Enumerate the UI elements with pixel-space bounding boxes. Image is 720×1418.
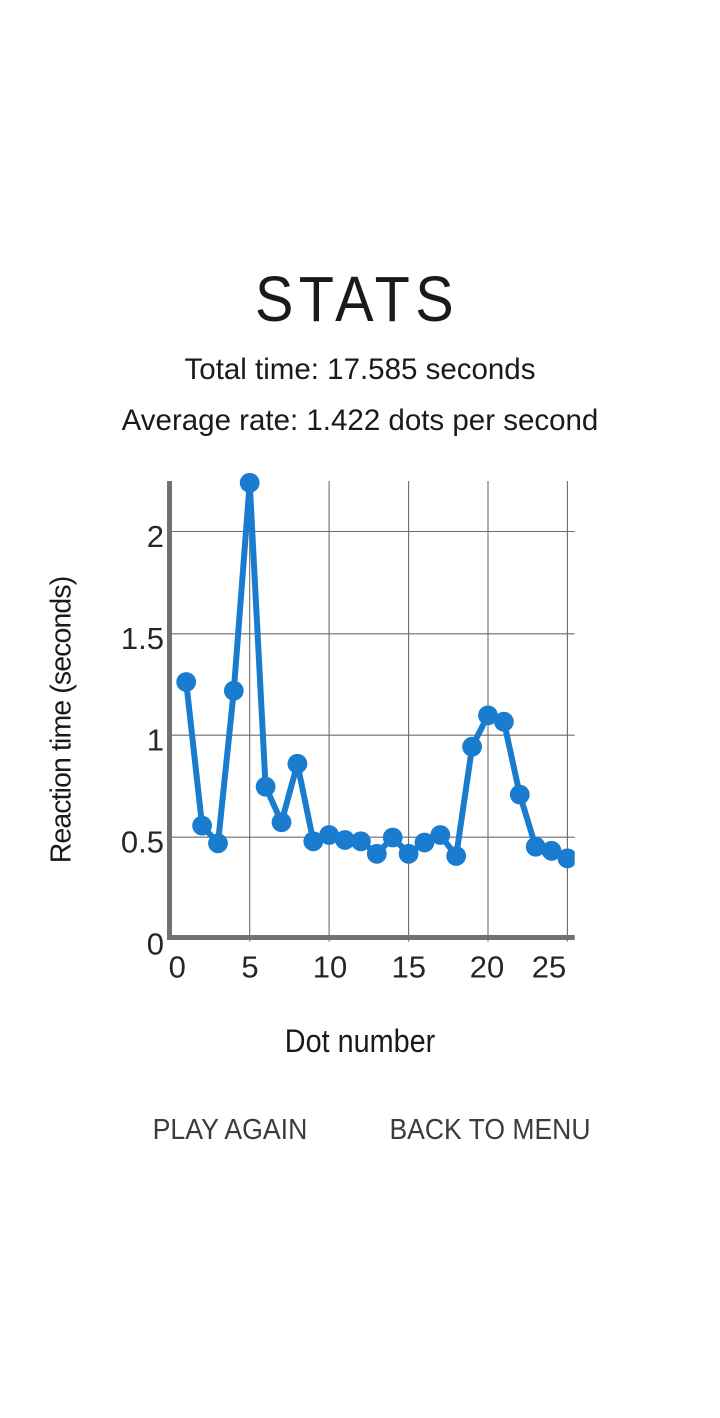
svg-text:10: 10 [313, 950, 347, 985]
svg-text:15: 15 [392, 950, 426, 985]
svg-text:1: 1 [147, 723, 164, 758]
svg-text:25: 25 [532, 950, 566, 985]
svg-text:0.5: 0.5 [121, 825, 164, 860]
svg-text:5: 5 [241, 950, 258, 985]
svg-text:0: 0 [147, 926, 164, 961]
svg-text:0: 0 [169, 950, 186, 985]
svg-text:2: 2 [147, 519, 164, 554]
svg-text:20: 20 [470, 950, 504, 985]
svg-text:1.5: 1.5 [121, 621, 164, 656]
